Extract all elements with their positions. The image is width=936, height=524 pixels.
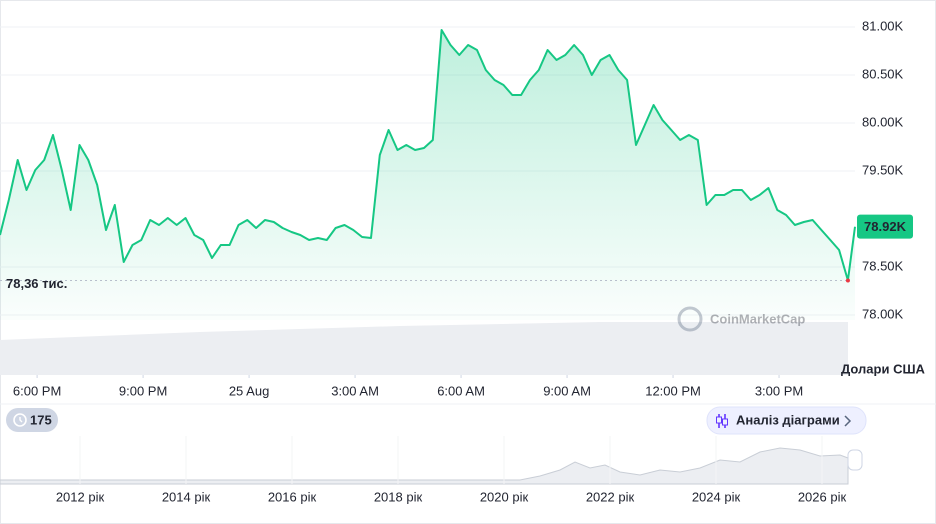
year-label: 2018 рік bbox=[374, 489, 423, 504]
price-line bbox=[0, 29, 856, 282]
current-label: 78.92K bbox=[864, 219, 907, 234]
plot: 81.00K 80.50K 80.00K 79.50K 78.50K 78.00K 6:00… bbox=[0, 18, 913, 398]
min-label: 78,36 тис. bbox=[6, 276, 67, 291]
x-tick-label: 12:00 PM bbox=[645, 383, 701, 398]
watermark: CoinMarketCap bbox=[677, 306, 805, 332]
y-tick-label: 80.50K bbox=[862, 66, 904, 81]
min-dot bbox=[845, 278, 850, 283]
year-label: 2026 рік bbox=[798, 489, 847, 504]
x-tick-label: 9:00 PM bbox=[119, 383, 167, 398]
volume-area bbox=[0, 322, 848, 375]
badge-text: 175 bbox=[30, 412, 52, 427]
analysis-button[interactable]: Аналіз діаграми bbox=[706, 406, 867, 435]
navigator-area bbox=[0, 447, 849, 485]
navigator bbox=[0, 447, 863, 485]
x-tick-label: 6:00 AM bbox=[437, 383, 485, 398]
price-area bbox=[0, 30, 855, 320]
x-tick-label: 3:00 AM bbox=[331, 383, 379, 398]
y-tick-label: 79.50K bbox=[862, 162, 904, 177]
y-tick-label: 78.50K bbox=[862, 258, 904, 273]
y-tick-label: 80.00K bbox=[862, 114, 904, 129]
year-label: 2016 рік bbox=[268, 489, 317, 504]
year-label: 2012 рік bbox=[56, 489, 105, 504]
year-label: 2020 рік bbox=[480, 489, 529, 504]
watermark-text: CoinMarketCap bbox=[710, 311, 805, 326]
x-tick-label: 6:00 PM bbox=[13, 383, 61, 398]
x-tick-label: 3:00 PM bbox=[755, 383, 803, 398]
currency-label: Долари США bbox=[841, 361, 926, 376]
y-tick-label: 81.00K bbox=[862, 18, 904, 33]
year-label: 2014 рік bbox=[162, 489, 211, 504]
navigator-handle[interactable] bbox=[847, 449, 863, 471]
year-label: 2024 рік bbox=[692, 489, 741, 504]
y-tick-label: 78.00K bbox=[862, 306, 904, 321]
year-label: 2022 рік bbox=[586, 489, 635, 504]
current-tag bbox=[857, 214, 913, 239]
x-tick-label: 25 Aug bbox=[229, 383, 270, 398]
button-text: Аналіз діаграми bbox=[736, 412, 840, 427]
badge[interactable]: 175 bbox=[6, 408, 58, 432]
x-tick-label: 9:00 AM bbox=[543, 383, 591, 398]
